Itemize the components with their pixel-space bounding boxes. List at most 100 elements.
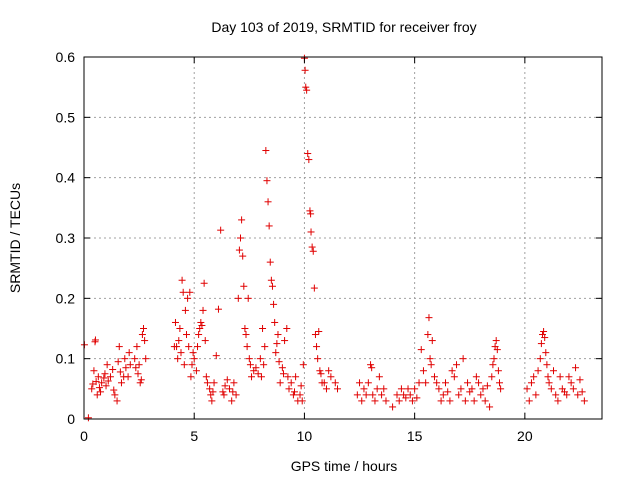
data-point [426, 355, 434, 363]
data-point [470, 397, 478, 405]
data-point [477, 391, 485, 399]
data-point [134, 370, 142, 378]
data-point [203, 379, 211, 387]
data-point [272, 349, 280, 357]
data-point [219, 388, 227, 396]
data-point [187, 373, 195, 381]
data-point [523, 385, 531, 393]
data-point [239, 252, 247, 260]
data-point [94, 373, 102, 381]
data-point [140, 325, 148, 332]
data-point [309, 247, 317, 255]
data-point [453, 361, 461, 369]
data-point [543, 361, 551, 369]
data-point [534, 367, 542, 375]
data-point [261, 343, 269, 351]
x-tick-label: 20 [517, 428, 533, 444]
data-point [189, 349, 197, 357]
data-point [358, 397, 366, 405]
data-point [360, 385, 368, 393]
data-point [316, 367, 324, 375]
data-point [242, 331, 250, 339]
data-point [406, 391, 414, 399]
data-point [325, 367, 333, 375]
data-point [195, 331, 203, 339]
data-point [266, 258, 274, 266]
data-point [257, 373, 265, 381]
data-point [397, 385, 405, 393]
data-point [356, 379, 364, 387]
x-tick-label: 0 [80, 428, 88, 444]
data-point [131, 355, 139, 363]
data-point [530, 373, 538, 381]
data-point [552, 391, 560, 399]
data-point [550, 367, 558, 375]
data-point [411, 385, 419, 393]
data-point [220, 391, 228, 399]
data-point [260, 361, 268, 369]
data-point [209, 388, 217, 396]
data-point [268, 282, 276, 290]
data-point [373, 385, 381, 393]
data-point [229, 388, 237, 396]
data-point [113, 397, 121, 405]
data-point [567, 379, 575, 387]
data-point [117, 379, 125, 387]
data-point [492, 337, 500, 345]
data-point [217, 226, 225, 234]
data-point [138, 331, 146, 339]
data-point [285, 385, 293, 393]
data-point [265, 222, 273, 230]
data-point [353, 391, 361, 399]
data-point [310, 284, 318, 292]
data-point [243, 343, 251, 351]
data-point [541, 334, 549, 342]
data-point [198, 321, 206, 329]
data-point [472, 373, 480, 381]
data-point [190, 355, 198, 363]
data-point [206, 385, 214, 393]
data-point [241, 325, 249, 332]
data-point [448, 367, 456, 375]
y-tick-label: 0.5 [56, 109, 76, 125]
data-point [174, 355, 182, 363]
data-point [424, 331, 432, 339]
grid [84, 57, 602, 419]
data-point [276, 379, 284, 387]
data-point [320, 379, 328, 387]
data-point [109, 366, 117, 374]
data-point [441, 379, 449, 387]
data-point [210, 379, 218, 387]
data-point [97, 388, 105, 396]
data-point [380, 385, 388, 393]
data-point [184, 294, 192, 302]
data-point [540, 328, 548, 336]
data-point [547, 385, 555, 393]
y-tick-label: 0.6 [56, 49, 76, 65]
data-point [422, 379, 430, 387]
data-point [101, 370, 109, 378]
data-point [554, 397, 562, 405]
data-point [537, 340, 545, 348]
data-point [278, 364, 286, 372]
data-point [90, 367, 98, 375]
data-point [91, 336, 99, 344]
data-point [461, 397, 469, 405]
data-point [427, 361, 435, 369]
data-point [496, 379, 504, 387]
x-tick-label: 10 [297, 428, 313, 444]
data-point [362, 391, 370, 399]
data-point [455, 391, 463, 399]
data-point [395, 397, 403, 405]
data-point [103, 361, 111, 369]
data-point [304, 150, 312, 158]
data-point [254, 370, 262, 378]
data-point [296, 391, 304, 399]
data-point [248, 373, 256, 381]
data-point [279, 370, 287, 378]
data-point [493, 346, 501, 354]
data-point [367, 361, 375, 369]
data-point [450, 373, 458, 381]
data-point [419, 367, 427, 375]
data-point [444, 388, 452, 396]
